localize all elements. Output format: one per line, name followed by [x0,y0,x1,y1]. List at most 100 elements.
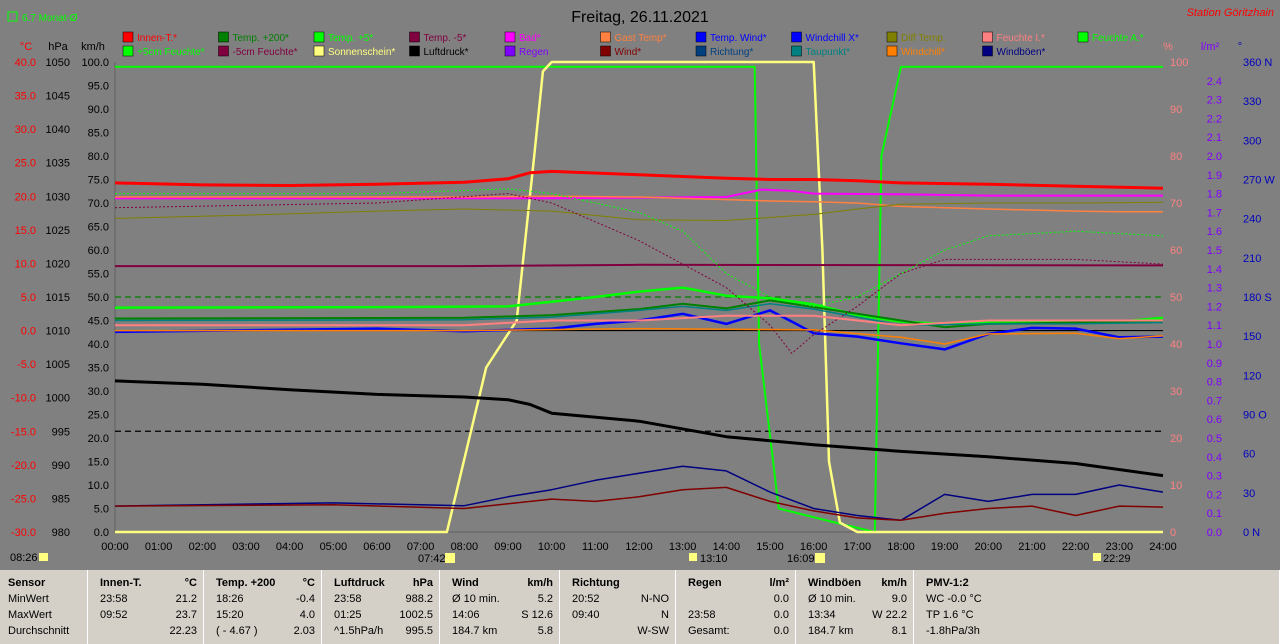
press-tick: 1005 [46,359,70,371]
rain-tick: 2.3 [1207,95,1222,107]
stats-row: TP 1.6 °C [914,609,1279,625]
stats-header: Richtung [560,577,675,593]
dir-tick: 90 O [1243,410,1267,422]
temp-tick: -20.0 [11,460,36,472]
legend-label: Sonnenschein* [328,47,395,58]
series-gast-temp [115,195,1163,213]
legend-label: Taupunkt* [806,47,851,58]
press-tick: 985 [52,493,70,505]
x-tick: 09:00 [494,541,522,553]
rain-tick: 0.8 [1207,377,1222,389]
x-tick: 06:00 [363,541,391,553]
stats-section: Luftdruck hPa 23:58 988.2 01:25 1002.5 ^1.5hPa… [322,570,440,644]
station-name: Station Göritzhain [1187,7,1274,19]
legend-label: Feuchte A.* [1092,33,1144,44]
stats-header: PMV-1:2 [914,577,1279,593]
rain-tick: 1.0 [1207,339,1222,351]
stats-label: 15:20 [216,609,244,621]
stats-row: 14:06 S 12.6 [440,609,559,625]
stats-label: 184.7 km [808,625,854,637]
stats-value: 0.0 [773,593,789,605]
stats-row: 01:25 1002.5 [322,609,439,625]
sunset-time: 16:09 [787,553,815,565]
stats-label: Temp. +200 [216,577,276,589]
press-tick: 1015 [46,292,70,304]
pct-tick: 40 [1170,339,1182,351]
stats-row: 15:20 4.0 [204,609,321,625]
rain-tick: 0.4 [1207,452,1222,464]
legend-label: Luftdruck* [424,47,469,58]
wind-tick: 10.0 [88,480,109,492]
x-tick: 20:00 [975,541,1003,553]
legend-swatch [122,31,134,43]
x-tick: 14:00 [713,541,741,553]
dir-tick: 210 [1243,253,1261,265]
stats-value: W-SW [637,625,669,637]
legend: Innen-T.* Temp. +200* Temp. +5* Temp. -5* Ba… [122,31,1144,58]
rain-tick: 1.7 [1207,207,1222,219]
legend-swatch [982,45,993,57]
stats-value: 995.5 [405,625,433,637]
temp-tick: 0.0 [21,326,36,338]
stats-section: Wind km/h Ø 10 min. 5.2 14:06 S 12.6 184.7 km 5… [440,570,560,644]
stats-header: Innen-T. °C [88,577,203,593]
stats-label: PMV-1:2 [926,577,969,589]
monat-checkbox[interactable] [7,11,18,22]
series-feuchte-i [115,314,1163,327]
time-markers: 08:26 07:42 13:10 16:09 22:29 [10,552,1131,565]
stats-section: Richtung 20:52 N-NO 09:40 N W-SW [560,570,676,644]
stats-label: Gesamt: [688,625,730,637]
stats-label: Innen-T. [100,577,142,589]
legend-label: Windböen* [997,47,1046,58]
stats-row: ( - 4.67 ) 2.03 [204,625,321,641]
temp-tick: 15.0 [15,225,36,237]
legend-swatch [982,31,993,43]
legend-swatch [504,45,516,57]
wind-tick: 80.0 [88,151,109,163]
rain-tick: 1.4 [1207,264,1222,276]
stats-value: 1002.5 [399,609,433,621]
series-windb-en [114,465,1164,522]
x-tick: 01:00 [145,541,173,553]
legend-label: Temp. +200* [233,33,290,44]
stats-label: 18:26 [216,593,244,605]
legend-label: Windchill X* [806,33,859,44]
x-tick: 03:00 [232,541,260,553]
dir-tick: 240 [1243,214,1261,226]
temp-tick: -30.0 [11,527,36,539]
stats-label: 23:58 [688,609,716,621]
stats-row: Ø 10 min. 9.0 [796,593,913,609]
rain-tick: 2.4 [1207,76,1222,88]
weather-chart: Freitag, 26.11.2021 Station Göritzhain 6… [7,7,1276,565]
wind-tick: 25.0 [88,410,109,422]
series-temp-5 [115,263,1164,268]
stats-row: 09:40 N [560,609,675,625]
stats-value: 988.2 [405,593,433,605]
stats-section: Sensor MinWert MaxWert Durchschnitt [0,570,88,644]
wind-tick: 95.0 [88,81,109,93]
series-temp-wind [114,309,1164,351]
temp-tick: 10.0 [15,258,36,270]
statistics-table: Sensor MinWert MaxWert Durchschnitt Innen-T.… [0,570,1280,644]
dir-tick: 270 W [1243,175,1275,187]
x-tick: 18:00 [887,541,915,553]
unit-temp: °C [20,41,32,53]
dir-tick: 30 [1243,488,1255,500]
rain-tick: 1.8 [1207,189,1222,201]
dir-tick: 180 S [1243,292,1272,304]
stats-label: MinWert [8,593,49,605]
stats-section: PMV-1:2 WC -0.0 °C TP 1.6 °C -1.8hPa/3h [914,570,1280,644]
wind-tick: 5.0 [94,504,109,516]
series-5cm-feuchte [115,188,1164,307]
temp-tick: -10.0 [11,393,36,405]
wind-tick: 40.0 [88,339,109,351]
legend-label: Temp. Wind* [710,33,767,44]
unit-dir: ° [1238,41,1242,53]
temp-tick: -15.0 [11,426,36,438]
monat-label: 6.7 Monat-Ø [22,13,78,24]
stats-label: ( - 4.67 ) [216,625,258,637]
legend-swatch [409,45,420,57]
press-tick: 980 [52,527,70,539]
stats-label: Ø 10 min. [808,593,856,605]
wind-tick: 75.0 [88,175,109,187]
